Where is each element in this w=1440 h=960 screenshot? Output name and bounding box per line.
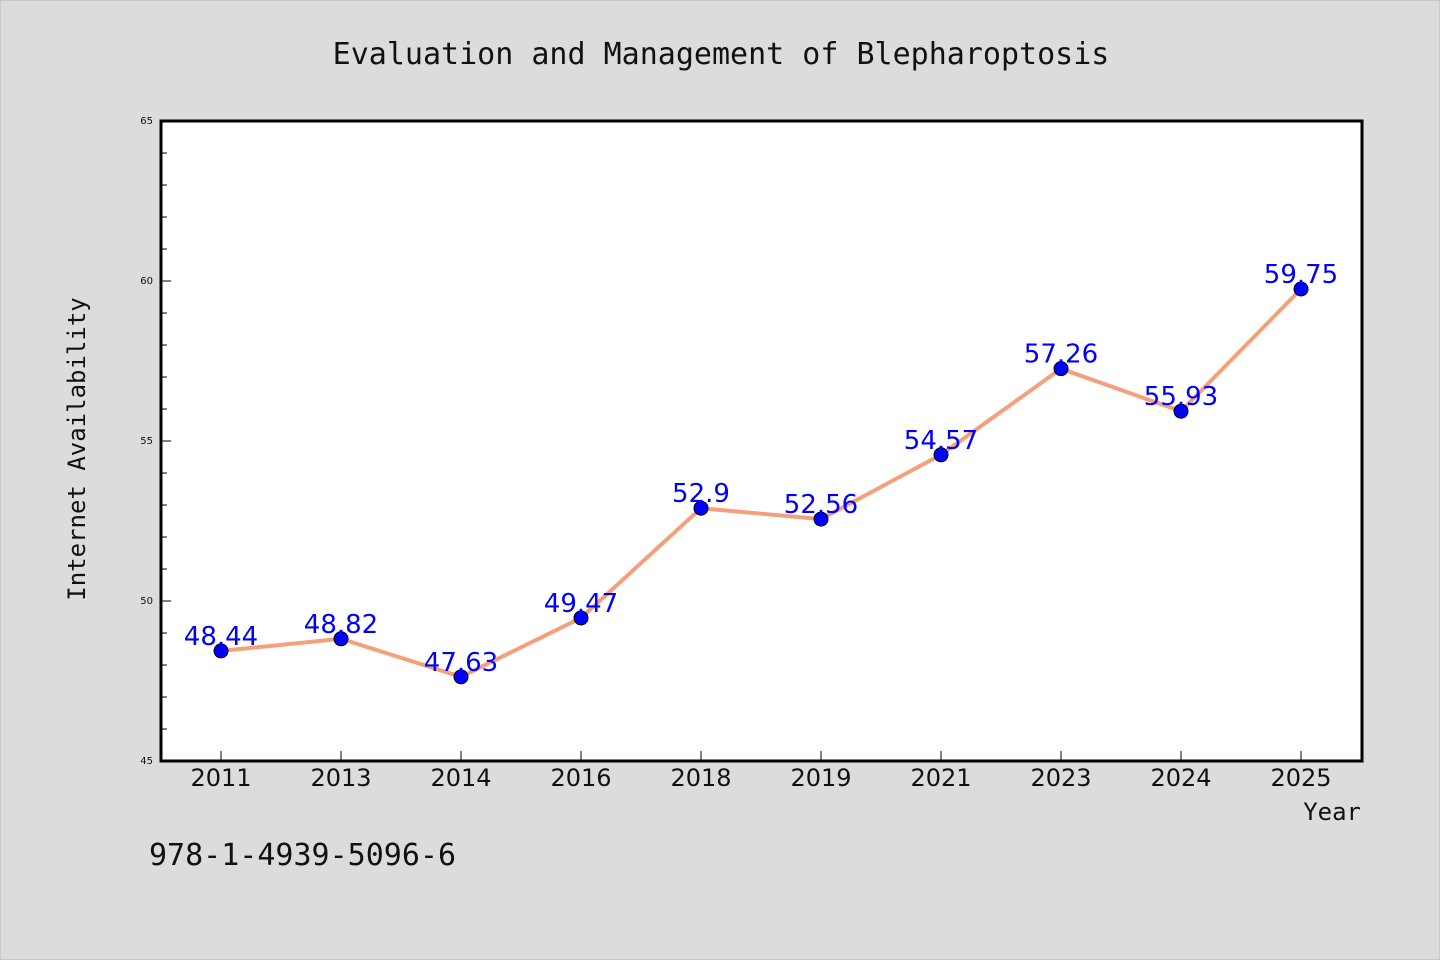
data-label: 47.63 xyxy=(424,648,498,678)
y-tick-label: 60 xyxy=(140,276,153,287)
data-point xyxy=(693,500,709,516)
x-tick-label: 2021 xyxy=(910,764,971,792)
data-point xyxy=(573,610,589,626)
data-label: 52.56 xyxy=(784,490,858,520)
y-tick-label: 65 xyxy=(140,116,153,127)
y-tick-label: 55 xyxy=(140,436,153,447)
x-tick-label: 2011 xyxy=(190,764,251,792)
data-point xyxy=(213,643,229,659)
series-layer xyxy=(213,281,1309,685)
data-point xyxy=(933,447,949,463)
y-axis-label: Internet Availability xyxy=(63,297,91,600)
x-tick-label: 2018 xyxy=(670,764,731,792)
y-tick-label: 50 xyxy=(140,596,153,607)
x-tick-label: 2019 xyxy=(790,764,851,792)
x-tick-label: 2016 xyxy=(550,764,611,792)
x-tick-label: 2024 xyxy=(1150,764,1211,792)
y-axis: 45 50 55 60 65 xyxy=(140,116,171,767)
x-tick-label: 2025 xyxy=(1270,764,1331,792)
data-labels-layer: 48.44 48.82 47.63 49.47 52.9 52.56 54.57 57.26 5… xyxy=(184,260,1338,678)
plot-area xyxy=(159,119,1364,763)
x-tick-label: 2023 xyxy=(1030,764,1091,792)
footer-identifier: 978-1-4939-5096-6 xyxy=(149,838,456,873)
data-label: 52.9 xyxy=(672,479,730,509)
data-label: 48.82 xyxy=(304,610,378,640)
data-point xyxy=(453,669,469,685)
x-axis: 2011 2013 2014 2016 2018 2019 2021 2023 2024 2025 xyxy=(190,751,1332,792)
data-point xyxy=(1053,361,1069,377)
data-label: 59.75 xyxy=(1264,260,1338,290)
y-tick-label: 45 xyxy=(140,756,153,767)
data-label: 55.93 xyxy=(1144,382,1218,412)
x-tick-label: 2014 xyxy=(430,764,491,792)
data-label: 54.57 xyxy=(904,426,978,456)
x-tick-label: 2013 xyxy=(310,764,371,792)
x-axis-label: Year xyxy=(1303,798,1361,826)
data-point xyxy=(813,511,829,527)
series-line xyxy=(219,287,1303,679)
data-label: 49.47 xyxy=(544,589,618,619)
data-label: 57.26 xyxy=(1024,340,1098,370)
chart-title: Evaluation and Management of Blepharopto… xyxy=(333,37,1110,72)
data-label: 48.44 xyxy=(184,622,258,652)
data-point xyxy=(1173,403,1189,419)
data-point xyxy=(1293,281,1309,297)
data-point xyxy=(333,631,349,647)
